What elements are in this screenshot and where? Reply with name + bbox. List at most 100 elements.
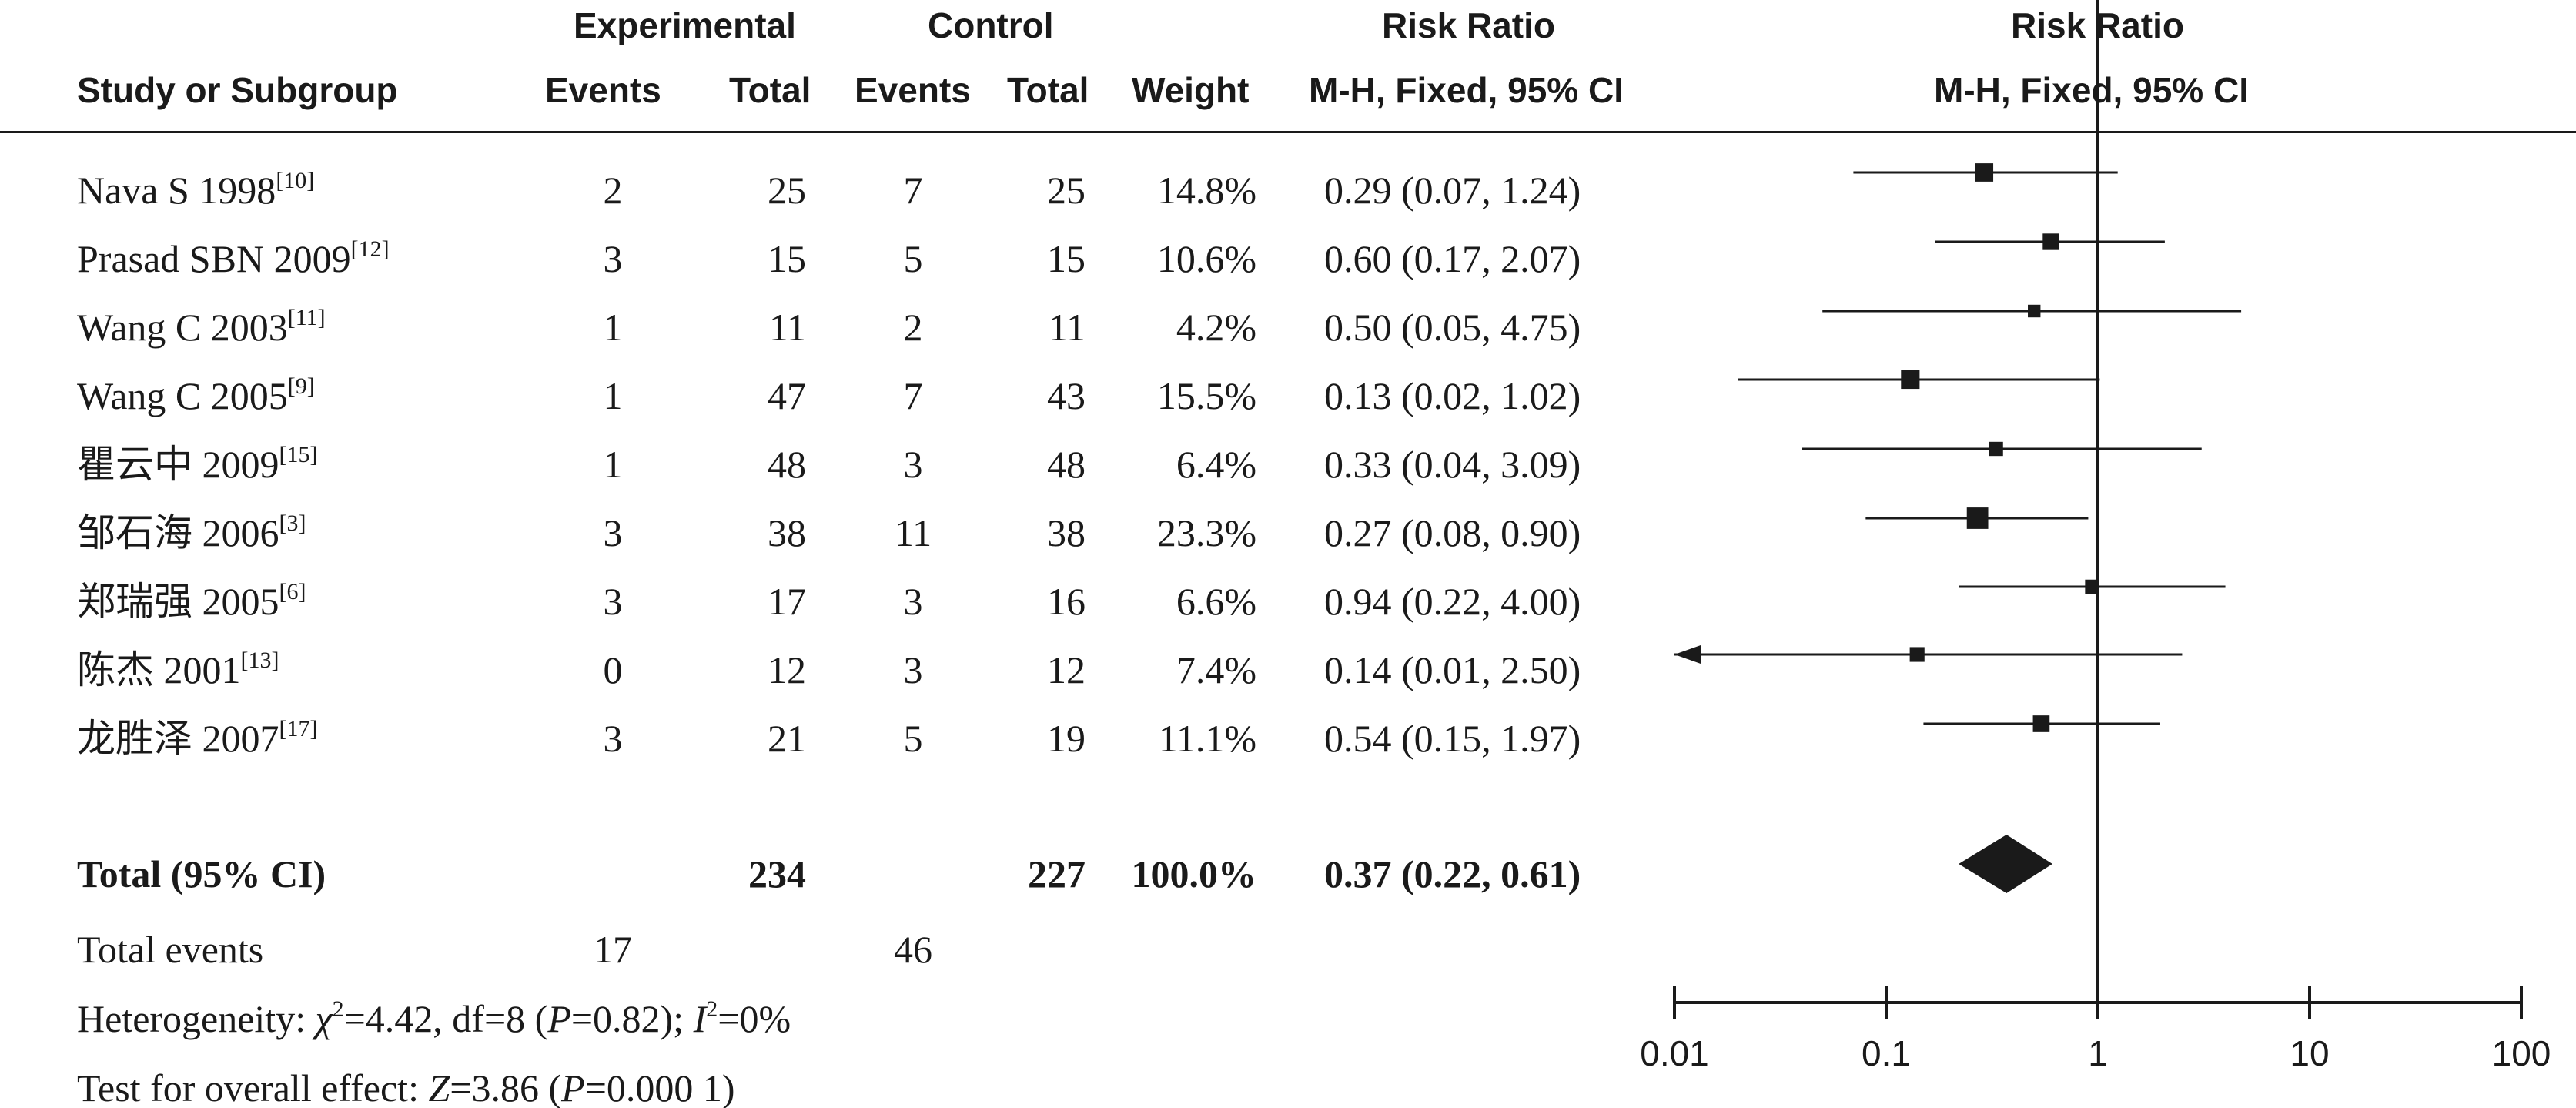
weight-cell: 6.4% [1176,443,1256,486]
study-name: Nava S 1998[10] [77,168,315,212]
ctl-events-cell: 3 [903,443,923,486]
study-label: 瞿云中 2009 [77,443,279,486]
ctl-events-cell: 5 [903,717,923,760]
study-label: 龙胜泽 2007 [77,717,279,760]
ctl-events-cell: 3 [903,648,923,691]
total-ci: 0.37 (0.22, 0.61) [1324,852,1581,895]
exp-total-cell: 15 [768,237,806,280]
ctl-total-cell: 25 [1047,169,1086,212]
header-weight: Weight [1132,70,1250,110]
study-estimate-marker [1989,441,2003,457]
study-estimate-marker [1975,163,1994,182]
study-estimate-marker [2028,304,2041,318]
total-events-ctl: 46 [894,928,932,971]
ci-cell: 0.13 (0.02, 1.02) [1324,374,1581,417]
study-name: 瞿云中 2009[15] [77,442,318,486]
ctl-events-cell: 7 [903,169,923,212]
exp-total-cell: 38 [768,511,806,554]
x-tick-label: 0.1 [1862,1033,1911,1073]
ci-cell: 0.50 (0.05, 4.75) [1324,306,1581,349]
heterogeneity-line: Heterogeneity: χ2=4.42, df=8 (P=0.82); I… [77,996,791,1040]
ci-cell: 0.60 (0.17, 2.07) [1324,237,1581,280]
ctl-total-cell: 12 [1047,648,1086,691]
total-events-exp: 17 [594,928,632,971]
study-name: 郑瑞强 2005[6] [77,579,306,623]
header-risk-ratio-left: Risk Ratio [1382,5,1555,45]
study-label: Nava S 1998 [77,169,276,212]
ci-cell: 0.14 (0.01, 2.50) [1324,648,1581,691]
header-rule [0,131,2576,133]
study-reference: [6] [279,579,306,604]
study-reference: [10] [276,168,315,193]
weight-cell: 7.4% [1176,648,1256,691]
total-events-label: Total events [77,928,264,971]
ctl-total-cell: 11 [1048,306,1086,349]
study-estimate-marker [1901,370,1920,390]
study-name: 龙胜泽 2007[17] [77,717,317,760]
study-label: 陈杰 2001 [77,648,241,691]
ctl-total-cell: 19 [1047,717,1086,760]
header-method-left: M-H, Fixed, 95% CI [1309,70,1624,110]
ci-cell: 0.94 (0.22, 4.00) [1324,580,1581,623]
exp-events-cell: 1 [603,306,623,349]
header-exp-events: Events [545,70,661,110]
study-name: Wang C 2005[9] [77,374,315,417]
ci-arrow [1674,645,1701,664]
ci-cell: 0.54 (0.15, 1.97) [1324,717,1581,760]
total-exp-total: 234 [748,852,806,895]
x-tick-label: 10 [2290,1033,2329,1073]
study-label: 郑瑞强 2005 [77,580,279,623]
ci-cell: 0.29 (0.07, 1.24) [1324,169,1581,212]
ctl-total-cell: 48 [1047,443,1086,486]
header-ctl-events: Events [855,70,971,110]
ctl-total-cell: 15 [1047,237,1086,280]
header-exp-total: Total [729,70,811,110]
total-label: Total (95% CI) [77,852,326,895]
exp-total-cell: 17 [768,580,806,623]
study-label: Wang C 2005 [77,374,288,417]
exp-events-cell: 3 [603,511,623,554]
study-reference: [3] [279,510,306,536]
x-tick-label: 0.01 [1640,1033,1709,1073]
study-estimate-marker [1909,647,1925,662]
ctl-events-cell: 7 [903,374,923,417]
exp-events-cell: 3 [603,717,623,760]
ctl-total-cell: 38 [1047,511,1086,554]
exp-total-cell: 12 [768,648,806,691]
header-experimental: Experimental [574,5,796,45]
study-reference: [11] [287,305,326,330]
study-name: Wang C 2003[11] [77,305,326,349]
exp-events-cell: 3 [603,237,623,280]
study-name: 陈杰 2001[13] [77,648,279,691]
ctl-events-cell: 3 [903,580,923,623]
study-estimate-marker [2032,715,2050,732]
ctl-total-cell: 16 [1047,580,1086,623]
weight-cell: 6.6% [1176,580,1256,623]
study-estimate-marker [2085,579,2099,594]
study-reference: [12] [350,236,390,262]
weight-cell: 11.1% [1158,717,1256,760]
ci-cell: 0.33 (0.04, 3.09) [1324,443,1581,486]
x-tick-label: 1 [2088,1033,2108,1073]
study-reference: [13] [240,648,279,673]
total-weight: 100.0% [1131,852,1257,895]
study-label: 邹石海 2006 [77,511,279,554]
x-tick-label: 100 [2492,1033,2551,1073]
weight-cell: 23.3% [1156,511,1256,554]
weight-cell: 4.2% [1176,306,1256,349]
exp-events-cell: 0 [603,648,623,691]
study-estimate-marker [2042,233,2059,250]
study-label: Wang C 2003 [77,306,288,349]
overall-effect-line: Test for overall effect: Z=3.86 (P=0.000… [77,1066,735,1108]
ci-cell: 0.27 (0.08, 0.90) [1324,511,1581,554]
study-reference: [15] [279,442,318,467]
header-method-right: M-H, Fixed, 95% CI [1934,70,2249,110]
exp-total-cell: 47 [768,374,806,417]
weight-cell: 10.6% [1156,237,1256,280]
header-ctl-total: Total [1007,70,1089,110]
ctl-events-cell: 5 [903,237,923,280]
ctl-total-cell: 43 [1047,374,1086,417]
weight-cell: 14.8% [1156,169,1256,212]
exp-total-cell: 11 [768,306,806,349]
